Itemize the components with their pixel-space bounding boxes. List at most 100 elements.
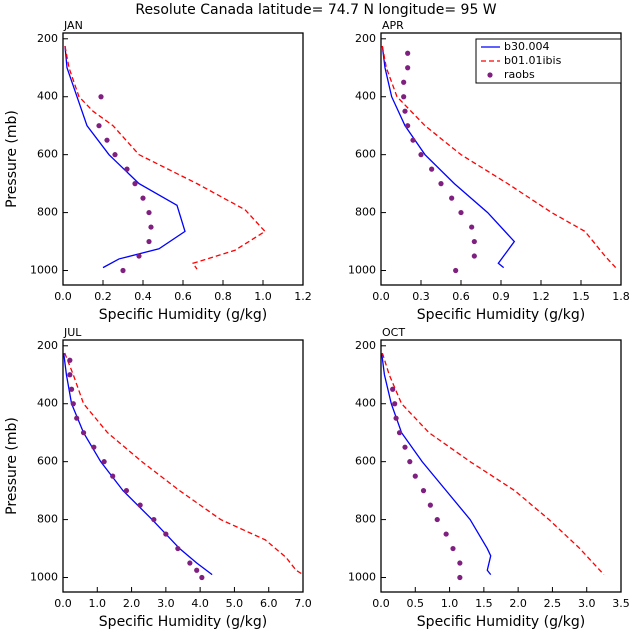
chart-title: Resolute Canada latitude= 74.7 N longitu… (135, 2, 496, 18)
raobs-marker (402, 108, 408, 114)
y-tick-label: 800 (355, 513, 376, 526)
y-tick-label: 1000 (30, 571, 58, 584)
x-tick-label: 0.9 (492, 290, 510, 303)
x-tick-label: 0.6 (174, 290, 192, 303)
x-tick-label: 0.6 (452, 290, 470, 303)
raobs-marker (70, 401, 76, 407)
plot-frame (62, 339, 304, 593)
x-tick-label: 3.5 (612, 597, 629, 610)
x-tick-label: 5.0 (226, 597, 244, 610)
x-axis-label: Specific Humidity (g/kg) (417, 307, 585, 323)
legend-box (475, 38, 622, 84)
raobs-marker (412, 473, 418, 479)
profile-line (63, 352, 213, 576)
raobs-marker (120, 267, 126, 274)
legend-label: raobs (504, 68, 535, 81)
raobs-marker (163, 531, 169, 537)
y-tick-label: 600 (37, 455, 58, 468)
x-axis-label: Specific Humidity (g/kg) (99, 307, 267, 323)
raobs-marker (146, 238, 152, 245)
raobs-marker (199, 574, 205, 581)
x-tick-label: 0.4 (134, 290, 152, 303)
raobs-marker (112, 152, 118, 158)
y-tick-label: 400 (355, 397, 376, 410)
legend-label: b30.004 (504, 40, 549, 53)
profile-line (381, 45, 516, 269)
raobs-marker (194, 567, 200, 573)
x-tick-label: 0.0 (372, 597, 390, 610)
raobs-marker (392, 401, 398, 407)
y-axis-label: Pressure (mb) (4, 417, 20, 515)
y-tick-label: 1000 (30, 264, 58, 277)
y-tick-label: 400 (37, 90, 58, 103)
raobs-marker (443, 531, 449, 537)
y-tick-label: 1000 (348, 264, 376, 277)
raobs-marker (457, 560, 463, 566)
raobs-marker (407, 459, 413, 465)
raobs-marker (429, 166, 435, 172)
raobs-marker (96, 123, 102, 129)
y-tick-label: 200 (355, 32, 376, 45)
raobs-marker (123, 488, 130, 494)
raobs-marker (396, 430, 403, 436)
profile-line (64, 352, 304, 576)
panel-label: JAN (63, 19, 83, 32)
profile-line (381, 352, 605, 576)
profile-line (64, 45, 267, 270)
x-tick-label: 1.0 (441, 597, 459, 610)
raobs-marker (68, 386, 75, 392)
raobs-marker (146, 209, 152, 216)
raobs-marker (91, 444, 97, 450)
y-tick-label: 600 (37, 148, 58, 161)
x-tick-label: 1.2 (532, 290, 550, 303)
y-tick-label: 600 (355, 455, 376, 468)
raobs-marker (405, 50, 411, 56)
panel-label: JUL (63, 326, 82, 339)
raobs-marker (469, 224, 475, 230)
raobs-marker (402, 444, 408, 450)
raobs-marker (405, 123, 411, 129)
legend-marker (487, 72, 493, 78)
x-tick-label: 2.5 (544, 597, 562, 610)
raobs-marker (124, 166, 130, 172)
x-tick-label: 7.0 (294, 597, 312, 610)
raobs-marker (101, 459, 107, 465)
raobs-marker (401, 79, 407, 85)
raobs-marker (67, 357, 73, 363)
x-tick-label: 1.5 (572, 290, 590, 303)
raobs-marker (449, 195, 455, 201)
x-tick-label: 0.0 (54, 597, 72, 610)
profile-line (64, 45, 186, 269)
x-axis-label: Specific Humidity (g/kg) (99, 614, 267, 630)
x-tick-label: 1.2 (294, 290, 312, 303)
raobs-marker (140, 195, 146, 201)
plot-frame (62, 32, 304, 286)
y-axis-label: Pressure (mb) (4, 110, 20, 208)
y-tick-label: 800 (37, 206, 58, 219)
raobs-marker (450, 545, 456, 552)
x-tick-label: 0.3 (412, 290, 430, 303)
raobs-marker (410, 137, 416, 143)
raobs-marker (471, 253, 477, 259)
raobs-marker (457, 574, 463, 581)
raobs-marker (74, 415, 80, 421)
raobs-marker (453, 267, 459, 274)
legend-label: b01.01ibis (504, 54, 562, 67)
plot-frame (380, 339, 622, 593)
raobs-marker (67, 372, 73, 378)
y-tick-label: 200 (37, 339, 58, 352)
y-tick-label: 800 (355, 206, 376, 219)
y-tick-label: 400 (37, 397, 58, 410)
raobs-marker (80, 430, 87, 436)
panel-label: OCT (382, 326, 405, 339)
y-tick-label: 1000 (348, 571, 376, 584)
profile-line (381, 352, 492, 576)
x-tick-label: 6.0 (260, 597, 278, 610)
x-tick-label: 0.0 (54, 290, 72, 303)
x-tick-label: 4.0 (191, 597, 209, 610)
y-tick-label: 400 (355, 90, 376, 103)
raobs-marker (104, 137, 110, 143)
raobs-marker (427, 502, 433, 508)
raobs-marker (471, 238, 477, 245)
